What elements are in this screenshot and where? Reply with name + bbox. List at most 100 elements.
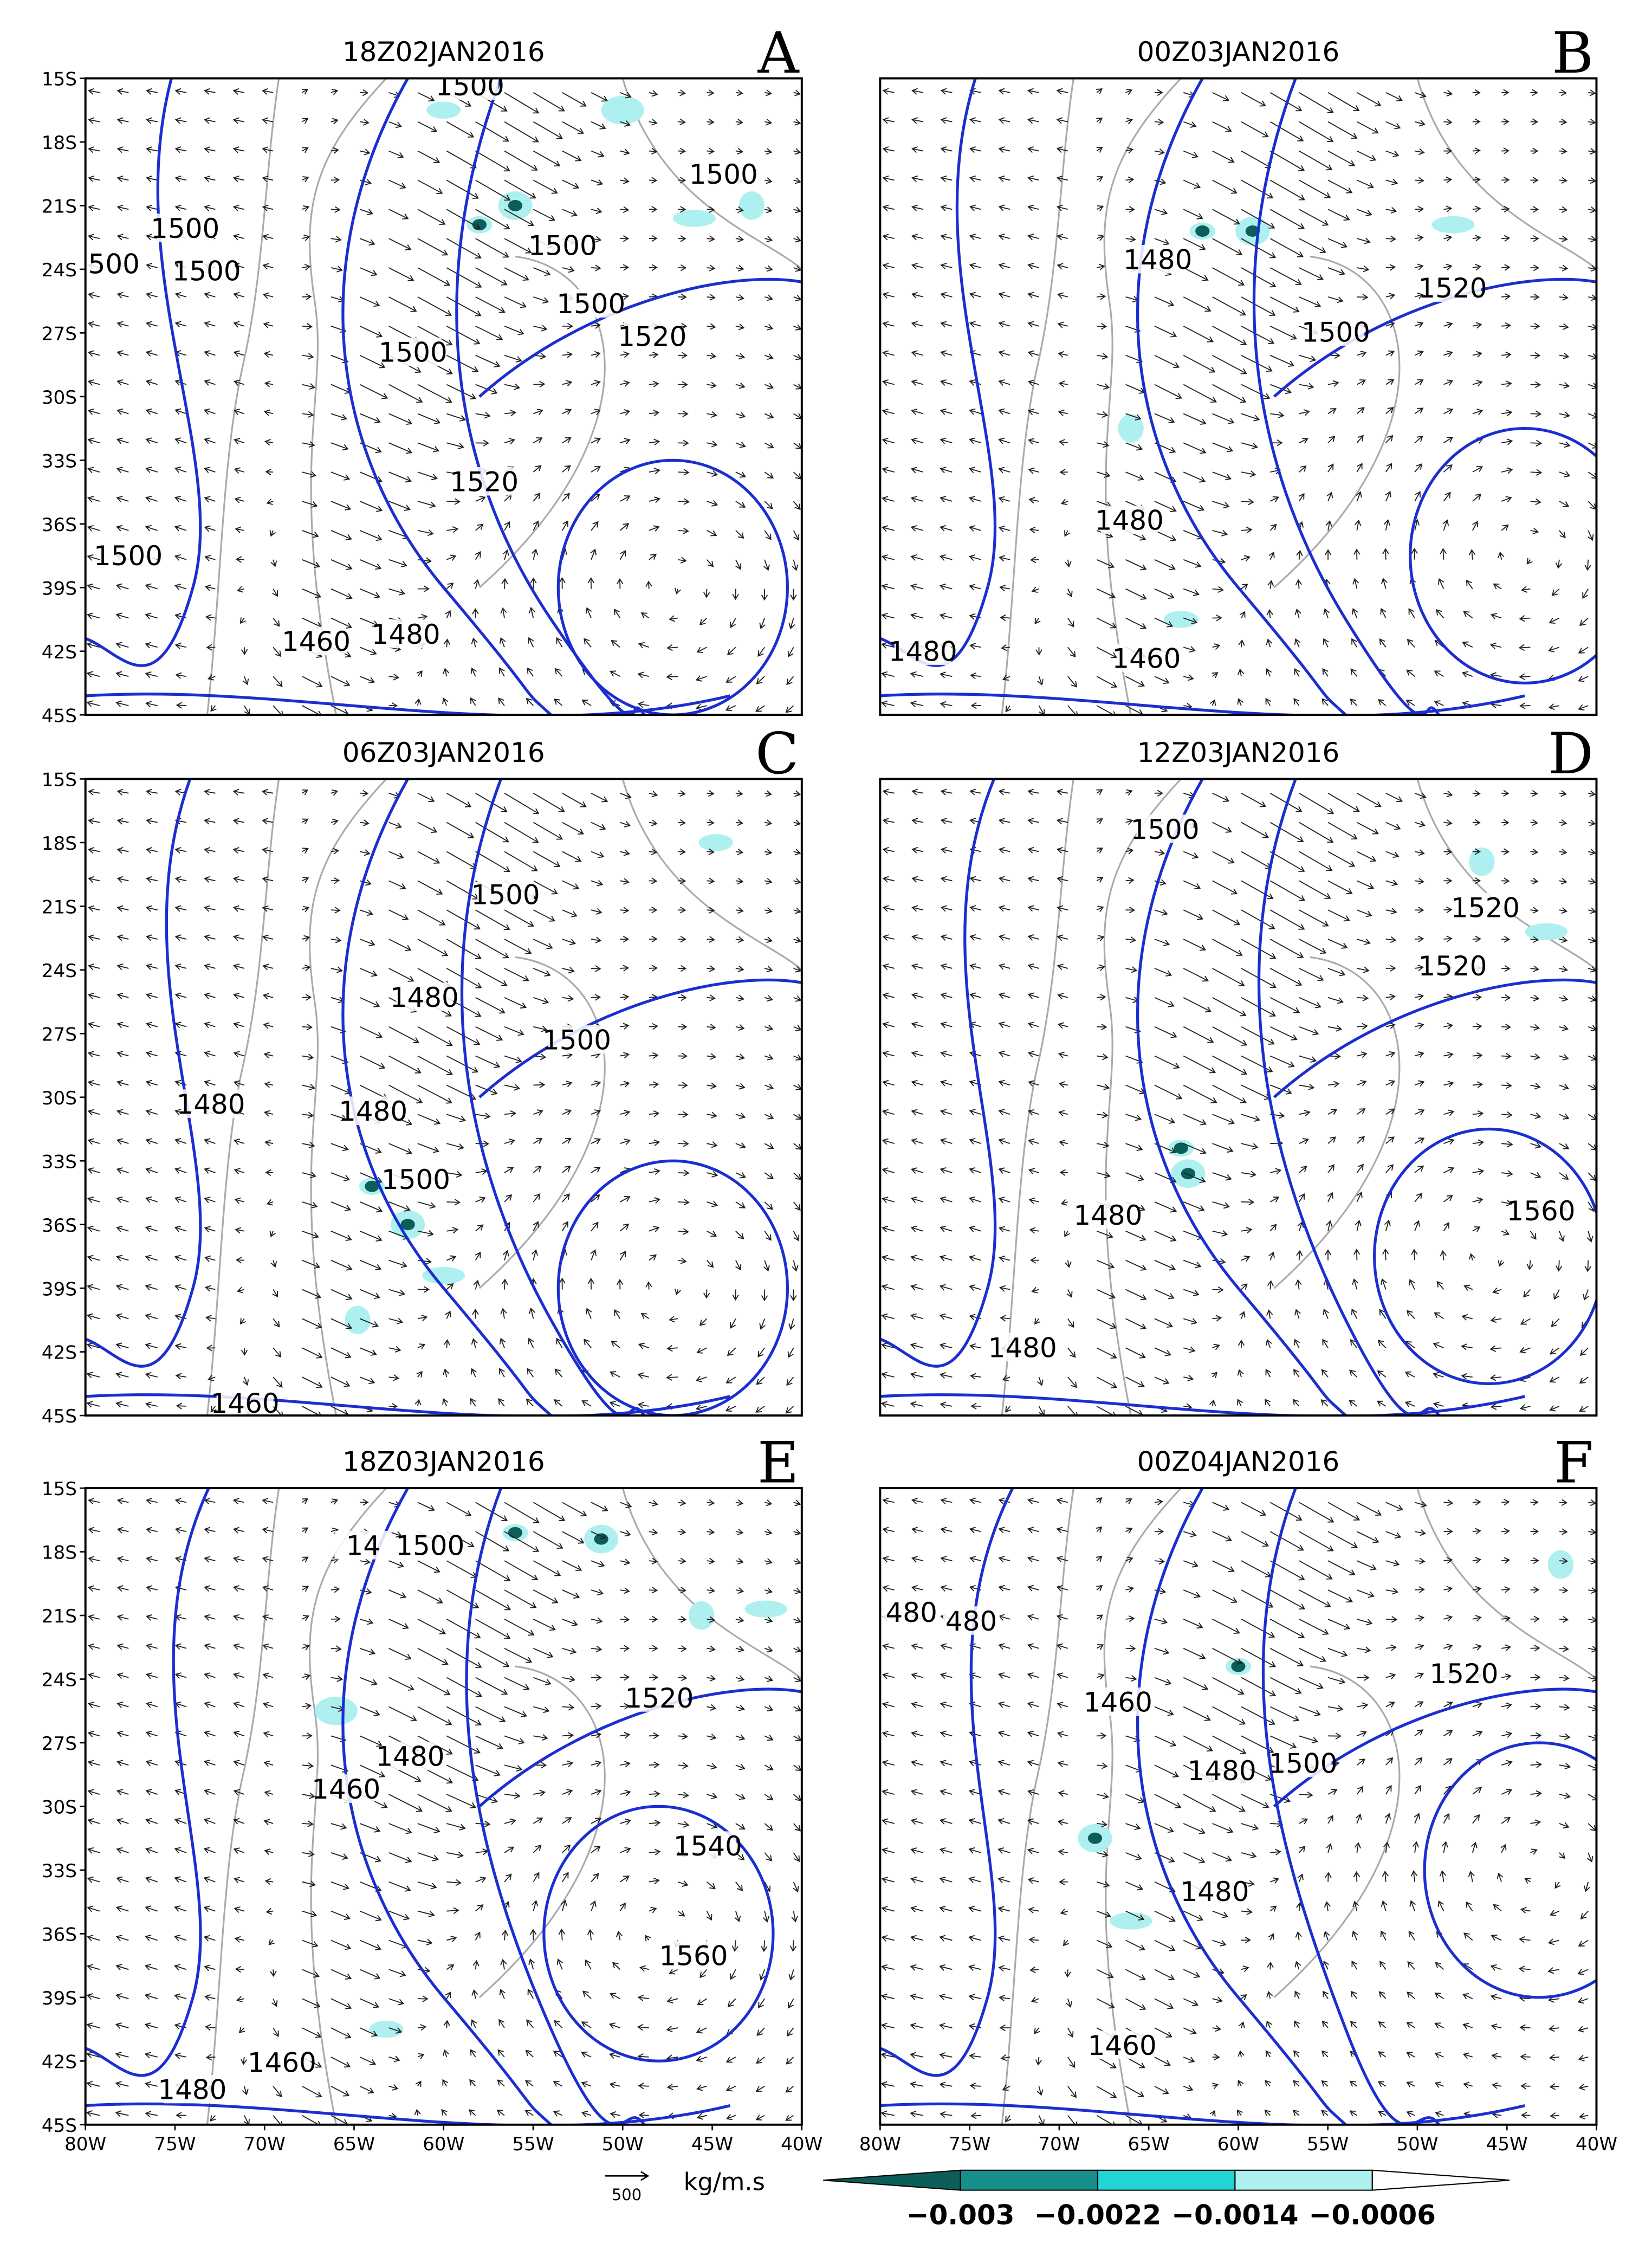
wind-vector [1212, 501, 1230, 509]
wind-vector [735, 264, 744, 272]
wind-vector [504, 1846, 515, 1853]
wind-vector [1027, 88, 1039, 95]
wind-vector [793, 1617, 802, 1624]
wind-vector [388, 1823, 412, 1834]
wind-vector [1357, 909, 1372, 917]
wind-vector [1356, 1531, 1379, 1543]
wind-vector [910, 1847, 924, 1854]
wind-vector [1125, 442, 1143, 451]
wind-vector [533, 1531, 563, 1549]
wind-vector [559, 1277, 566, 1290]
wind-vector [443, 2020, 450, 2028]
wind-vector [533, 939, 553, 949]
wind-vector [1294, 668, 1300, 677]
wind-vector [1578, 2084, 1589, 2091]
wind-vector [1357, 1730, 1367, 1737]
shading-core [400, 1219, 415, 1231]
wind-vector [232, 88, 244, 95]
wind-vector [116, 1079, 129, 1087]
wind-vector [1468, 549, 1476, 560]
wind-vector [204, 350, 216, 357]
wind-vector [331, 176, 340, 184]
wind-vector [302, 1703, 312, 1710]
colorbar-label: −0.0022 [1034, 2200, 1162, 2231]
wind-vector [969, 117, 981, 124]
wind-vector [1269, 1084, 1292, 1095]
wind-vector [1327, 968, 1346, 977]
wind-vector [1154, 296, 1175, 307]
wind-vector [233, 1051, 245, 1058]
wind-vector [204, 467, 216, 474]
label-bg [287, 626, 345, 655]
wind-vector [1037, 676, 1044, 686]
wind-vector [302, 964, 311, 972]
wind-vector [1027, 379, 1039, 386]
wind-vector [793, 790, 801, 797]
wind-vector [263, 1110, 274, 1117]
wind-vector [1326, 1220, 1333, 1231]
wind-vector [696, 2084, 707, 2091]
wind-vector [649, 177, 658, 184]
label-bg [1424, 273, 1481, 302]
wind-vector [417, 1619, 446, 1634]
wind-vector [1183, 2057, 1195, 2063]
panel-title: 18Z02JAN2016 [342, 36, 545, 68]
wind-vector [475, 496, 486, 502]
wind-vector [997, 1789, 1010, 1796]
wind-vector [205, 1315, 216, 1322]
wind-vector [881, 554, 895, 561]
wind-vector [1406, 2081, 1415, 2087]
wind-vector [1299, 939, 1327, 954]
wind-vector [417, 585, 430, 592]
wind-vector [115, 2110, 129, 2117]
wind-vector [1579, 1376, 1589, 1384]
wind-vector [475, 150, 510, 172]
wind-vector [619, 550, 626, 560]
wind-vector [86, 671, 100, 678]
wind-vector [1241, 1283, 1248, 1290]
wind-vector [609, 1401, 620, 1407]
wind-vector [1356, 822, 1379, 835]
wind-vector [116, 788, 129, 796]
wind-vector [1265, 1369, 1272, 1378]
wind-vector [1212, 909, 1241, 926]
contour [880, 2102, 1525, 2125]
wind-vector [1269, 150, 1305, 171]
wind-vector [678, 439, 689, 447]
wind-vector [1269, 354, 1295, 367]
wind-vector [331, 877, 340, 884]
wind-vector [1027, 963, 1039, 970]
wind-vector [1183, 2085, 1194, 2092]
contour-label: 1500 [1301, 317, 1370, 348]
wind-vector [1530, 352, 1541, 359]
wind-vector [262, 1672, 274, 1679]
wind-vector [359, 501, 383, 512]
wind-vector [649, 1819, 661, 1827]
wind-vector [1295, 579, 1303, 589]
wind-vector [498, 2019, 505, 2028]
contour-label: 1480 [158, 2074, 226, 2105]
wind-vector [1357, 1618, 1373, 1626]
wind-vector [446, 1907, 459, 1914]
contour [85, 1393, 731, 1416]
lon-label: 60W [423, 2133, 464, 2155]
wind-vector [1414, 235, 1424, 242]
wind-vector [764, 265, 773, 272]
wind-vector [1299, 1619, 1329, 1635]
wind-vector [1268, 551, 1275, 560]
wind-vector [1097, 1762, 1108, 1769]
wind-vector [880, 2022, 895, 2029]
wind-vector [145, 1935, 158, 1941]
wind-vector [388, 2055, 400, 2062]
coastline [1001, 779, 1597, 1416]
wind-vector [446, 1114, 467, 1122]
wind-vector [1501, 524, 1509, 531]
wind-vector [1027, 1818, 1039, 1825]
wind-vector [1028, 1080, 1039, 1087]
contour-label: 1500 [556, 288, 625, 320]
wind-vector [302, 501, 318, 508]
wind-vector [446, 792, 472, 807]
shading-core [508, 199, 523, 211]
wind-vector [145, 612, 158, 619]
shading [673, 210, 716, 227]
